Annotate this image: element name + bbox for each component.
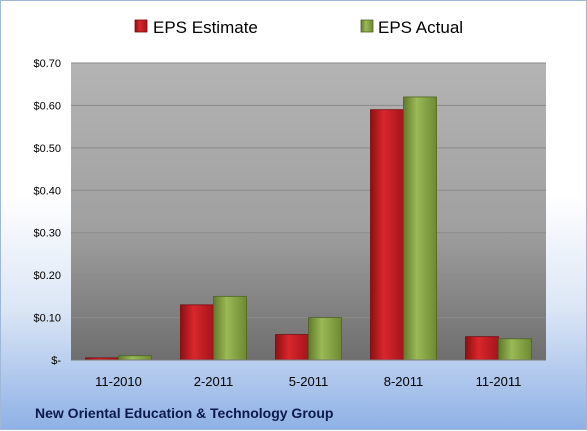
bar-eps-actual-2-2011 xyxy=(213,295,247,361)
bar-eps-actual-11-2010 xyxy=(118,355,152,361)
x-category-label: 8-2011 xyxy=(384,374,424,389)
plot-area xyxy=(71,63,546,360)
x-category-label: 5-2011 xyxy=(289,374,329,389)
bar-eps-actual-5-2011 xyxy=(308,317,342,361)
legend-label-eps-estimate: EPS Estimate xyxy=(153,18,258,37)
y-axis-ticks: $- $0.10 $0.20 $0.30 $0.40 $0.50 $0.60 $0.70 xyxy=(33,58,61,367)
bar-eps-actual-11-2011 xyxy=(498,338,532,361)
y-tick-label: $0.30 xyxy=(33,228,61,240)
y-tick-label: $0.50 xyxy=(33,143,61,155)
y-tick-label: $0.20 xyxy=(33,270,61,282)
bar-eps-estimate-5-2011 xyxy=(275,334,309,361)
legend: EPS Estimate EPS Actual xyxy=(134,18,463,37)
x-category-label: 11-2011 xyxy=(476,374,522,389)
bar-eps-estimate-11-2011 xyxy=(465,336,499,361)
bar-eps-estimate-8-2011 xyxy=(370,109,404,361)
legend-label-eps-actual: EPS Actual xyxy=(378,18,463,37)
x-category-label: 2-2011 xyxy=(194,374,234,389)
bar-eps-estimate-2-2011 xyxy=(180,304,214,361)
y-tick-label: $- xyxy=(51,355,61,367)
x-axis-categories: 11-2010 2-2011 5-2011 8-2011 11-2011 xyxy=(95,374,521,389)
x-category-label: 11-2010 xyxy=(95,374,142,389)
y-tick-label: $0.10 xyxy=(33,313,61,325)
y-tick-label: $0.40 xyxy=(33,185,61,197)
y-tick-label: $0.70 xyxy=(33,58,61,70)
legend-swatch-eps-actual xyxy=(360,19,374,33)
y-tick-label: $0.60 xyxy=(33,100,61,112)
gridlines xyxy=(71,62,546,319)
bars xyxy=(85,96,532,361)
legend-swatch-eps-estimate xyxy=(134,19,148,33)
bar-eps-actual-8-2011 xyxy=(403,96,437,361)
company-name: New Oriental Education & Technology Grou… xyxy=(35,405,333,421)
